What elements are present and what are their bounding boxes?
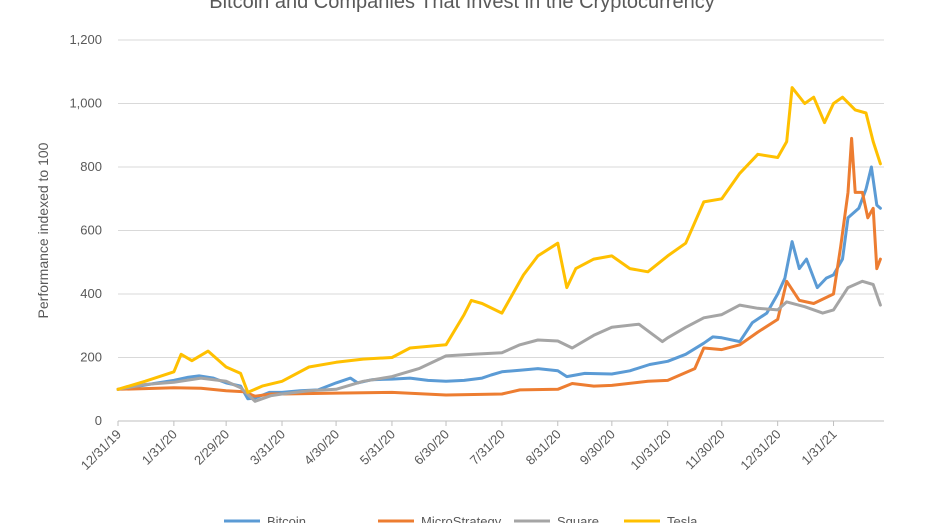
x-tick-label: 8/31/20 (523, 427, 564, 468)
series-lines (116, 86, 882, 403)
y-tick-label: 400 (80, 286, 102, 301)
series-line-square (116, 279, 882, 403)
legend-label-square: Square (557, 514, 599, 523)
chart-title: Bitcoin and Companies That Invest in the… (209, 0, 714, 13)
y-axis-ticks: 0 200 400 600 800 1,000 1,200 (69, 32, 102, 428)
series-line-bitcoin (116, 165, 882, 401)
x-tick-label: 1/31/20 (139, 427, 180, 468)
x-tick-label: 12/31/19 (78, 427, 124, 473)
y-tick-label: 0 (95, 413, 102, 428)
y-tick-label: 200 (80, 350, 102, 365)
x-tick-label: 12/31/20 (737, 427, 783, 473)
legend: Bitcoin MicroStrategy Square Tesla (224, 514, 698, 523)
x-tick-label: 10/31/20 (627, 427, 673, 473)
legend-label-microstrategy: MicroStrategy (421, 514, 502, 523)
x-tick-label: 7/31/20 (467, 427, 508, 468)
y-axis-label: Performance indexed to 100 (35, 142, 51, 318)
x-tick-label: 3/31/20 (247, 427, 288, 468)
series-line-microstrategy (116, 136, 882, 398)
x-tick-label: 9/30/20 (577, 427, 618, 468)
y-tick-label: 600 (80, 223, 102, 238)
x-tick-label: 1/31/21 (798, 427, 839, 468)
y-tick-label: 1,000 (69, 96, 102, 111)
legend-label-bitcoin: Bitcoin (267, 514, 306, 523)
legend-label-tesla: Tesla (667, 514, 698, 523)
x-tick-label: 11/30/20 (682, 427, 728, 473)
x-tick-label: 4/30/20 (301, 427, 342, 468)
series-line-tesla (116, 86, 882, 394)
y-tick-label: 800 (80, 159, 102, 174)
x-tick-label: 2/29/20 (191, 427, 232, 468)
x-tick-label: 5/31/20 (357, 427, 398, 468)
y-tick-label: 1,200 (69, 32, 102, 47)
x-tick-label: 6/30/20 (411, 427, 452, 468)
x-axis-ticks: 12/31/19 1/31/20 2/29/20 3/31/20 4/30/20 5/31… (78, 421, 840, 473)
gridlines (118, 39, 884, 358)
